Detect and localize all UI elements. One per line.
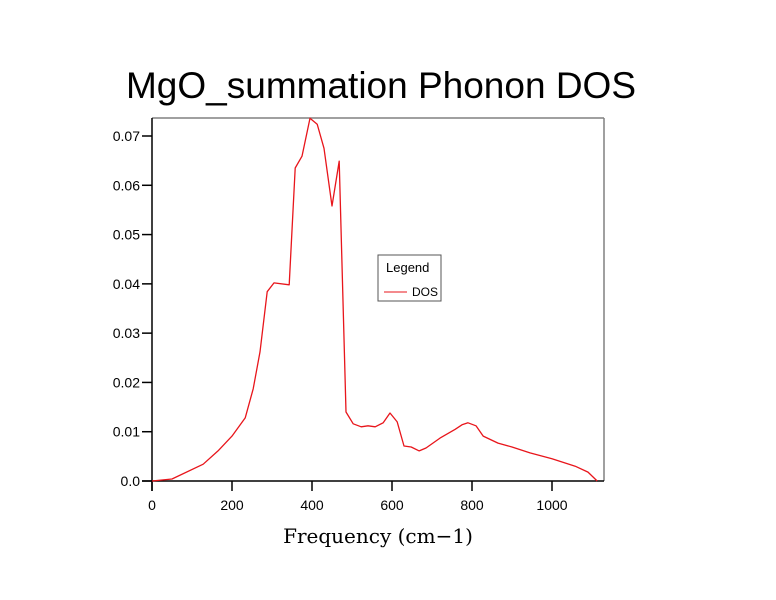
legend-box [377, 254, 442, 302]
x-tick-label: 400 [300, 497, 324, 513]
x-tick-label: 200 [220, 497, 244, 513]
x-tick-label: 800 [460, 497, 484, 513]
y-tick-label: 0.04 [113, 276, 140, 292]
series-layer [151, 117, 598, 482]
y-tick-label: 0.02 [113, 374, 140, 390]
x-tick-label: 0 [148, 497, 156, 513]
legend-title: Legend [386, 260, 429, 275]
series-line-dos [151, 117, 598, 482]
y-tick-label: 0.0 [121, 473, 141, 489]
y-tick-label: 0.05 [113, 227, 140, 243]
plot-frame [152, 117, 605, 481]
legend-label-dos: DOS [412, 285, 438, 299]
x-axis-label: Frequency (cm−1) [283, 524, 473, 548]
x-axis: 0 200 400 600 800 1000 [142, 480, 604, 513]
y-tick-label: 0.01 [113, 424, 140, 440]
x-tick-label: 1000 [536, 497, 567, 513]
y-axis: 0.0 0.01 0.02 0.03 0.04 0.05 0.06 0.07 [113, 118, 153, 491]
legend: Legend DOS [377, 254, 442, 302]
y-tick-label: 0.03 [113, 325, 140, 341]
x-tick-label: 600 [380, 497, 404, 513]
y-tick-label: 0.06 [113, 177, 140, 193]
y-tick-label: 0.07 [113, 128, 140, 144]
chart-title: MgO_summation Phonon DOS [126, 65, 636, 106]
